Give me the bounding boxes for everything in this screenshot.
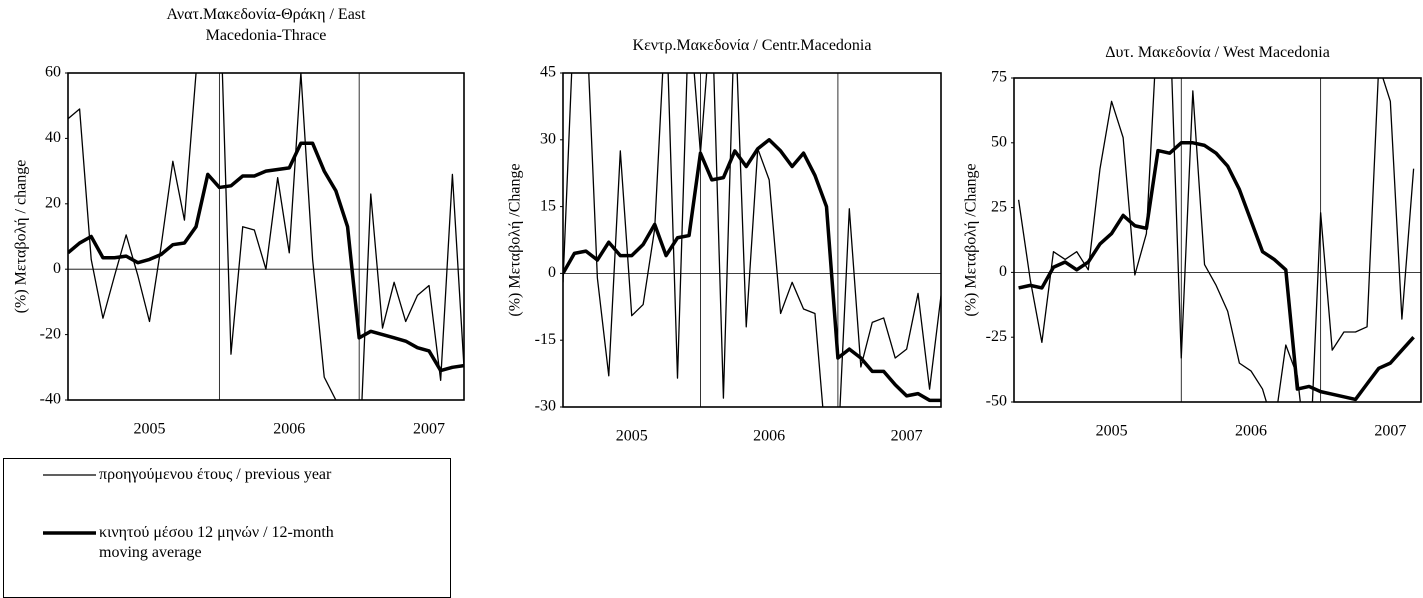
y-tick-label: 30 [540,130,556,147]
chart-title: Δυτ. Μακεδονία / West Macedonia [1105,44,1330,61]
series-line [1017,78,1415,402]
y-tick-label: 0 [548,264,556,281]
plot-frame [562,72,942,408]
y-tick-label: -15 [535,331,556,348]
y-tick-label: 20 [45,194,61,211]
series-line [1018,141,1415,402]
legend-label: κινητού μέσου 12 μηνών / 12-month moving… [99,524,334,561]
series-line [563,73,941,407]
y-tick-label: -20 [40,325,61,342]
y-axis-label: (%) Μεταβολή /Change [963,163,980,316]
x-tick-label: 2006 [753,428,785,445]
x-tick-label: 2007 [413,421,445,438]
y-tick-label: -30 [535,398,556,415]
y-axis-label: (%) Μεταβολή /Change [507,163,524,316]
y-tick-label: 60 [45,64,61,81]
y-tick-label: -40 [40,391,61,408]
y-tick-label: 45 [540,64,556,81]
x-tick-label: 2007 [1374,423,1406,440]
chart-title: Ανατ.Μακεδονία-Θράκη / East Macedonia-Th… [166,6,366,44]
y-tick-label: 0 [999,263,1007,280]
y-axis-label: (%) Μεταβολή / change [13,160,30,314]
y-tick-label: -25 [986,328,1007,345]
x-tick-label: 2006 [1235,423,1267,440]
series-line [68,73,464,400]
plot-frame [1013,77,1422,403]
x-tick-label: 2006 [273,421,305,438]
x-tick-label: 2005 [1096,423,1128,440]
chart-title: Κεντρ.Μακεδονία / Centr.Macedonia [632,37,872,54]
y-tick-label: 75 [991,69,1007,86]
series-line [68,141,464,373]
y-tick-label: 25 [991,198,1007,215]
y-tick-label: 40 [45,129,61,146]
y-tick-label: 15 [540,197,556,214]
y-tick-label: -50 [986,393,1007,410]
series-line [563,138,941,403]
x-tick-label: 2007 [891,428,923,445]
legend-label: προηγούμενου έτους / previous year [99,466,332,483]
legend: προηγούμενου έτους / previous year κινητο… [3,458,451,598]
y-tick-label: 50 [991,133,1007,150]
plot-frame [67,72,465,401]
y-tick-label: 0 [53,260,61,277]
x-tick-label: 2005 [133,421,165,438]
x-tick-label: 2005 [616,428,648,445]
